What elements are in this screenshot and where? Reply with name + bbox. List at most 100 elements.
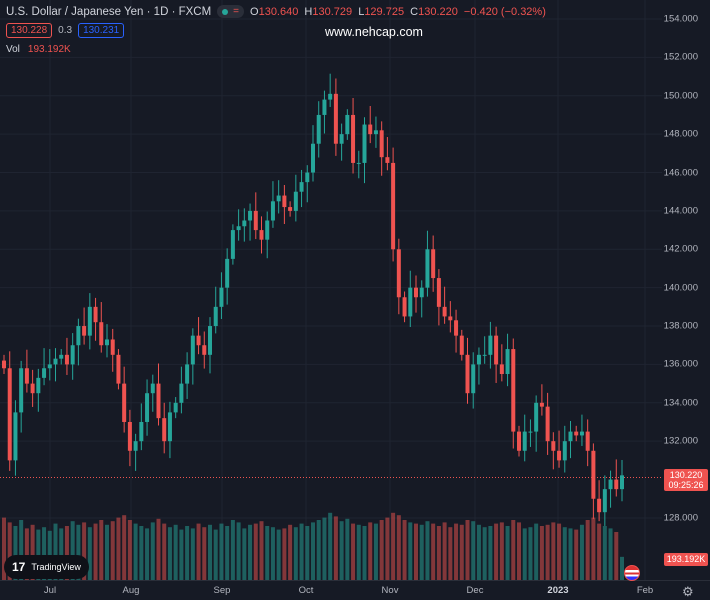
volume-bar	[516, 522, 522, 580]
candle-body	[139, 421, 144, 442]
time-tick: 2023	[547, 585, 569, 596]
menu-icon: =	[233, 6, 240, 17]
candle-body	[448, 316, 453, 321]
candle-body	[545, 406, 550, 442]
candle-body	[602, 489, 607, 513]
volume-bar	[505, 526, 510, 580]
volume-bar	[139, 526, 144, 580]
candle-body	[305, 172, 310, 183]
candle-body	[30, 383, 35, 394]
volume-bar	[328, 512, 333, 580]
time-tick: Nov	[381, 585, 399, 596]
volume-bar	[522, 528, 527, 580]
buy-button[interactable]: 130.231	[78, 23, 125, 38]
price-tick: 134.000	[663, 397, 698, 409]
candle-body	[207, 326, 213, 355]
candle-body	[127, 421, 132, 451]
chart-legend: U.S. Dollar / Japanese Yen · 1D · FXCM =…	[6, 5, 549, 18]
candle-body	[236, 226, 241, 231]
volume-bar	[316, 520, 321, 580]
time-tick: Feb	[636, 585, 654, 596]
last-price-label: 130.220 09:25:26	[664, 469, 708, 491]
candle-body	[528, 431, 533, 433]
candle-body	[408, 287, 413, 317]
volume-bar	[1, 517, 7, 580]
price-tick: 132.000	[663, 435, 698, 447]
volume-bar	[305, 526, 310, 580]
candle-body	[339, 134, 344, 144]
ohlc-values: O130.640 H130.729 L129.725 C130.220 −0.4…	[250, 6, 549, 18]
candle-body	[64, 354, 69, 365]
last-price: 130.220	[669, 470, 703, 480]
volume-bar	[167, 527, 172, 580]
candle-body	[167, 412, 172, 442]
candle-body	[368, 124, 373, 135]
volume-bar	[259, 521, 264, 580]
volume-bar	[608, 528, 613, 580]
candle-body	[431, 249, 436, 279]
volume-bar	[539, 526, 544, 580]
candle-body	[562, 441, 567, 461]
candle-body	[442, 306, 447, 317]
symbol-title[interactable]: U.S. Dollar / Japanese Yen · 1D · FXCM	[6, 5, 212, 18]
volume-bar	[104, 524, 110, 580]
volume-bar	[93, 523, 98, 580]
gear-icon[interactable]: ⚙	[682, 584, 694, 599]
candle-body	[385, 157, 390, 163]
volume-bar	[448, 527, 453, 580]
tradingview-logo[interactable]: 17 TradingView	[4, 555, 89, 579]
candle-body	[579, 431, 584, 436]
candle-body	[333, 93, 338, 144]
candle-body	[551, 441, 556, 451]
volume-bar	[333, 516, 338, 580]
candle-body	[173, 402, 178, 413]
time-tick: Aug	[122, 585, 140, 596]
candle-body	[539, 402, 544, 407]
brand-name: TradingView	[31, 562, 81, 572]
volume-bar	[528, 527, 533, 580]
candle-body	[288, 207, 293, 211]
candle-body	[202, 345, 207, 355]
candle-body	[356, 162, 361, 164]
volume-legend[interactable]: Vol 193.192K	[6, 44, 71, 55]
candle-body	[476, 354, 481, 365]
volume-bar	[545, 524, 550, 580]
volume-bar	[511, 520, 516, 580]
volume-bar	[476, 524, 481, 580]
candle-body	[133, 441, 138, 451]
candle-body	[328, 93, 333, 100]
market-open-icon	[222, 8, 229, 15]
candle-body	[19, 368, 24, 413]
volume-bar	[133, 523, 138, 580]
us-flag-event-icon[interactable]	[624, 565, 640, 581]
volume-bar	[362, 526, 367, 580]
volume-bar	[213, 529, 218, 580]
volume-bar	[70, 521, 75, 580]
volume-bar	[322, 517, 327, 580]
price-tick: 138.000	[663, 320, 698, 332]
volume-bar	[373, 523, 378, 580]
volume-bar	[619, 556, 625, 580]
candle-body	[213, 306, 218, 327]
volume-bar	[282, 528, 287, 580]
candle-body	[373, 130, 378, 135]
candle-body	[459, 335, 464, 355]
candle-body	[230, 230, 235, 259]
candle-body	[345, 114, 350, 135]
price-tick: 136.000	[663, 358, 698, 370]
volume-bar	[562, 527, 567, 580]
volume-bar	[207, 524, 213, 580]
sell-button[interactable]: 130.228	[6, 23, 53, 38]
candle-body	[87, 306, 92, 336]
volume-bar	[127, 520, 132, 580]
price-tick: 144.000	[663, 205, 698, 217]
candle-body	[116, 354, 121, 384]
market-status[interactable]: =	[217, 5, 245, 18]
candle-body	[425, 249, 430, 288]
change-value: −0.420 (−0.32%)	[463, 5, 546, 18]
candle-body	[7, 368, 12, 461]
volume-bar	[310, 522, 316, 580]
candle-body	[196, 335, 201, 346]
candle-body	[322, 99, 327, 115]
